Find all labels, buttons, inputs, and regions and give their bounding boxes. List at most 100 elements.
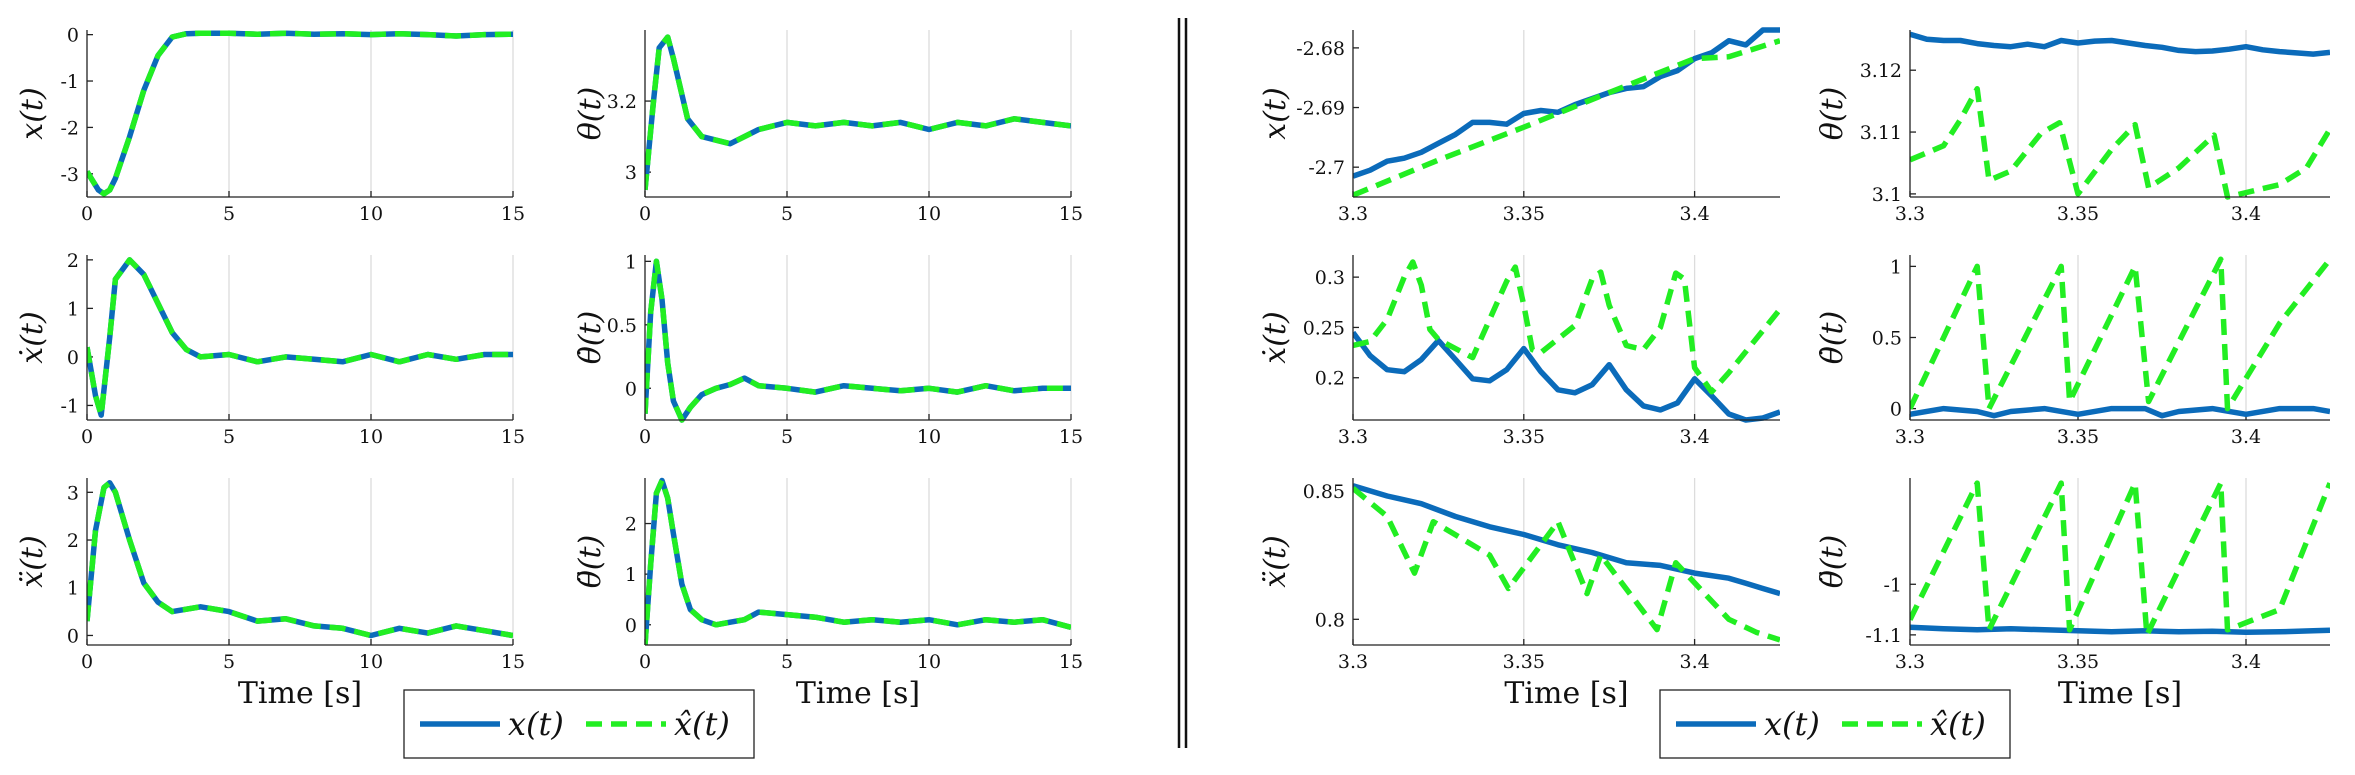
series-group (1910, 480, 2330, 638)
y-axis-label: x(t) (1258, 87, 1293, 139)
legend-label-true: x(t) (1764, 705, 1820, 743)
y-tick-label: -2.69 (1296, 98, 1345, 120)
y-axis-label: θ̇(t) (1815, 311, 1850, 365)
y-tick-label: 0 (625, 378, 637, 400)
y-tick-label: 1 (67, 578, 79, 600)
panel-l-xddot: 0 5 10 15 0 1 2 3 ẍ(t) Time [s] (15, 478, 525, 711)
series-line-true (1910, 31, 2330, 57)
series-group (1353, 483, 1780, 643)
x-tick-label: 10 (359, 651, 383, 673)
x-tick-label: 10 (917, 426, 941, 448)
panel-r-thetaddot: 3.3 3.35 3.4 -1 -1.1 θ̈(t) Time [s] (1815, 478, 2330, 711)
series-line-true (1353, 483, 1780, 597)
y-axis-label: θ̈(t) (1815, 535, 1850, 589)
x-tick-label: 3.3 (1338, 203, 1368, 225)
x-tick-label: 5 (781, 426, 793, 448)
y-axis-label: θ(t) (1815, 87, 1850, 141)
series-line-true (1353, 27, 1780, 179)
x-tick-label: 3.35 (1503, 203, 1545, 225)
series-group (645, 477, 1071, 646)
y-tick-label: 3.1 (1872, 184, 1902, 206)
x-tick-label: 3.35 (2057, 651, 2099, 673)
panel-l-x: 0 5 10 15 -3 -2 -1 0 x(t) (15, 25, 525, 225)
y-tick-label: 0 (67, 25, 79, 47)
series-line-true (645, 477, 1071, 646)
y-tick-label: -1 (1883, 574, 1902, 596)
x-tick-label: 3.3 (1895, 203, 1925, 225)
y-tick-label: 0 (1890, 399, 1902, 421)
series-line-true (87, 30, 513, 197)
y-tick-label: 3 (67, 482, 79, 504)
y-tick-label: 0 (625, 615, 637, 637)
y-tick-label: 3.2 (607, 91, 637, 113)
y-axis-label: θ(t) (573, 87, 608, 141)
y-tick-label: 1 (625, 251, 637, 273)
series-group (645, 258, 1071, 423)
series-group (645, 34, 1071, 191)
series-line-estimate (1353, 486, 1780, 643)
panel-r-xddot: 3.3 3.35 3.4 0.8 0.85 ẍ(t) Time [s] (1258, 478, 1780, 711)
x-tick-label: 0 (639, 203, 651, 225)
series-line-estimate (645, 477, 1071, 646)
series-group (1353, 259, 1780, 423)
series-group (87, 30, 513, 197)
series-line-estimate (645, 258, 1071, 423)
series-line-estimate (645, 34, 1071, 191)
y-tick-label: 0.85 (1303, 481, 1345, 503)
x-tick-label: 5 (781, 651, 793, 673)
series-line-estimate (1910, 256, 2330, 412)
x-tick-label: 0 (81, 426, 93, 448)
x-tick-label: 15 (501, 426, 525, 448)
x-axis-label: Time [s] (796, 676, 920, 711)
y-tick-label: 2 (67, 530, 79, 552)
legend-left: x(t) x̂(t) (403, 689, 755, 759)
y-axis-label: ẋ(t) (1258, 311, 1293, 363)
y-tick-label: 3.11 (1860, 122, 1902, 144)
x-tick-label: 5 (223, 426, 235, 448)
y-tick-label: 2 (67, 250, 79, 272)
x-axis-label: Time [s] (2058, 676, 2182, 711)
x-tick-label: 15 (501, 203, 525, 225)
y-tick-label: 0.5 (1872, 328, 1902, 350)
x-tick-label: 3.3 (1895, 426, 1925, 448)
series-line-true (1910, 405, 2330, 419)
legend-label-estimate: x̂(t) (674, 705, 730, 743)
x-tick-label: 3.35 (2057, 203, 2099, 225)
panel-r-x: 3.3 3.35 3.4 -2.68 -2.69 -2.7 x(t) (1258, 27, 1780, 225)
x-tick-label: 0 (639, 651, 651, 673)
series-group (87, 480, 513, 639)
x-tick-label: 3.3 (1338, 426, 1368, 448)
series-line-true (645, 34, 1071, 191)
series-group (1910, 31, 2330, 200)
legend-right: x(t) x̂(t) (1659, 689, 2011, 759)
y-tick-label: 1 (625, 564, 637, 586)
y-tick-label: -3 (60, 164, 79, 186)
y-axis-label: θ̈(t) (573, 535, 608, 589)
x-tick-label: 5 (223, 651, 235, 673)
series-line-true (1910, 624, 2330, 636)
y-tick-label: 0.25 (1303, 317, 1345, 339)
x-tick-label: 3.3 (1338, 651, 1368, 673)
series-line-estimate (87, 30, 513, 197)
x-tick-label: 15 (1059, 203, 1083, 225)
x-tick-label: 3.4 (1679, 426, 1709, 448)
x-tick-label: 0 (639, 426, 651, 448)
y-tick-label: 3.12 (1860, 60, 1902, 82)
series-group (1353, 27, 1780, 198)
y-tick-label: 0.2 (1315, 368, 1345, 390)
x-tick-label: 0 (81, 203, 93, 225)
panel-l-thetadot: 0 5 10 15 0 0.5 1 θ̇(t) (573, 251, 1083, 448)
x-tick-label: 10 (917, 651, 941, 673)
y-axis-label: θ̇(t) (573, 311, 608, 365)
x-tick-label: 10 (917, 203, 941, 225)
series-line-true (87, 480, 513, 639)
y-tick-label: 0.3 (1315, 267, 1345, 289)
series-group (1910, 256, 2330, 419)
legend-label-estimate: x̂(t) (1930, 705, 1986, 743)
y-tick-label: -1 (60, 395, 79, 417)
x-tick-label: 10 (359, 426, 383, 448)
x-axis-label: Time [s] (238, 676, 362, 711)
series-line-estimate (1910, 480, 2330, 638)
